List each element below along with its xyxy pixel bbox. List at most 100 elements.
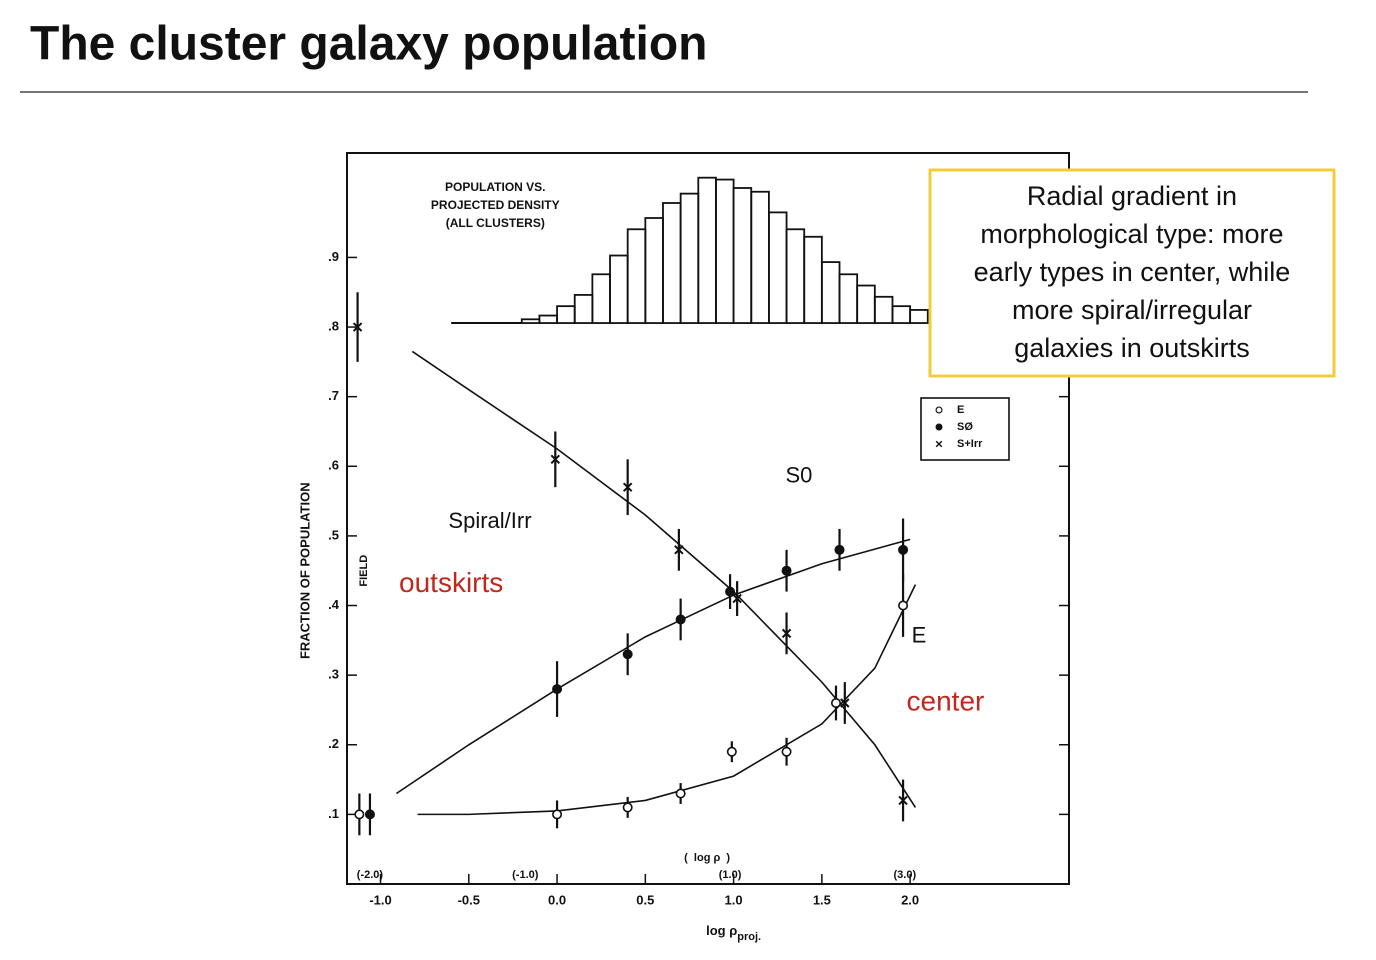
legend-box (920, 397, 1010, 461)
histogram-bar (785, 228, 806, 324)
marker-cross (674, 545, 684, 555)
y-tick-label: .3 (328, 667, 339, 682)
marker-open (898, 600, 909, 611)
x-tick-label: 0.5 (636, 892, 654, 907)
histogram-bar (856, 284, 876, 324)
marker-cross (622, 482, 633, 492)
marker-open (354, 809, 365, 820)
histogram-bar (697, 176, 717, 324)
marker-cross (352, 322, 363, 332)
callout-text: early types in center, while (974, 257, 1291, 287)
x2-tick-label: (-1.0) (512, 869, 539, 881)
annotation: center (907, 685, 985, 716)
y-tick-label: .7 (328, 388, 339, 403)
marker-filled (898, 544, 909, 555)
marker-filled (675, 614, 686, 625)
y-tick-label: .5 (328, 527, 339, 542)
histogram-bar (909, 309, 929, 324)
slide-title: The cluster galaxy population (30, 18, 707, 71)
marker-filled (781, 565, 792, 576)
x2-axis-label: ( log ρ ) (684, 852, 730, 864)
annotation: E (912, 623, 927, 648)
y-tick-label: .9 (328, 249, 339, 264)
fit-curve (417, 584, 917, 816)
marker-filled (935, 423, 943, 431)
histogram-bar (573, 294, 594, 324)
histogram-bar (732, 187, 753, 324)
legend-label: E (957, 404, 964, 416)
x-axis-label-main: log ρ (706, 923, 737, 938)
marker-open (830, 697, 841, 708)
y-tick-label: .1 (328, 806, 339, 821)
x-tick-label: 1.5 (813, 892, 831, 907)
marker-open (675, 788, 686, 799)
annotation: outskirts (399, 567, 503, 598)
histogram-bar (820, 261, 841, 324)
marker-cross (781, 628, 792, 639)
histogram-bar (803, 235, 823, 324)
marker-open (935, 406, 943, 414)
histogram-bar (891, 305, 912, 324)
x2-tick-label: (3.0) (894, 869, 917, 881)
x2-tick-label: (1.0) (719, 869, 742, 881)
histogram-bar (768, 211, 788, 324)
x-tick-label: -0.5 (458, 892, 480, 907)
y-tick-label: .4 (328, 597, 340, 612)
marker-filled (834, 544, 845, 555)
x-axis-label: log ρproj. (706, 923, 761, 942)
legend-label: S+Irr (957, 438, 983, 450)
histogram-bar (609, 254, 629, 324)
histogram-bar (679, 192, 700, 324)
x-axis-label-sub: proj. (737, 931, 761, 943)
histogram-bar (838, 273, 859, 324)
histogram-bar (873, 295, 894, 324)
x-tick-label: 2.0 (901, 892, 919, 907)
field-label: FIELD (358, 555, 370, 587)
histogram-bar (520, 318, 541, 324)
callout-text: galaxies in outskirts (1014, 333, 1250, 363)
marker-cross (550, 454, 561, 465)
marker-filled (364, 809, 375, 820)
annotation: Spiral/Irr (448, 508, 531, 533)
y-axis-label: FRACTION OF POPULATION (297, 482, 312, 659)
histogram-bar (715, 178, 735, 324)
histogram-bar (556, 305, 576, 324)
histogram-bar (538, 314, 558, 324)
fit-curve (395, 538, 911, 795)
y-tick-label: .8 (328, 318, 339, 333)
callout-text: morphological type: more (980, 219, 1283, 249)
inset-title: POPULATION VS. (445, 180, 545, 194)
histogram-bar (591, 273, 611, 324)
marker-filled (725, 586, 736, 597)
marker-cross (898, 795, 908, 806)
y-tick-label: .2 (328, 736, 339, 751)
x-tick-label: 1.0 (725, 892, 743, 907)
histogram-bar (626, 228, 647, 324)
x-tick-label: 0.0 (548, 892, 566, 907)
callout-box (928, 168, 1336, 378)
x-tick-label: -1.0 (369, 892, 391, 907)
inset-title: (ALL CLUSTERS) (446, 216, 545, 230)
marker-open (622, 802, 633, 813)
inset-title: PROJECTED DENSITY (431, 198, 560, 212)
marker-open (726, 746, 737, 757)
fit-curve (411, 350, 917, 808)
marker-filled (622, 649, 633, 660)
histogram-bar (662, 202, 682, 324)
marker-cross (840, 698, 850, 708)
marker-cross (935, 440, 943, 448)
histogram-bar (644, 217, 664, 324)
marker-open (781, 746, 792, 757)
legend-label: SØ (957, 421, 973, 433)
histogram-bar (750, 190, 770, 324)
marker-open (552, 809, 563, 820)
callout-text: Radial gradient in (1027, 181, 1237, 211)
y-tick-label: .6 (328, 458, 339, 473)
marker-filled (552, 684, 563, 695)
annotation: S0 (785, 463, 812, 488)
plot-frame (346, 152, 1070, 885)
callout-text: more spiral/irregular (1012, 295, 1252, 325)
marker-cross (732, 593, 742, 604)
x2-tick-label: (-2.0) (357, 869, 384, 881)
